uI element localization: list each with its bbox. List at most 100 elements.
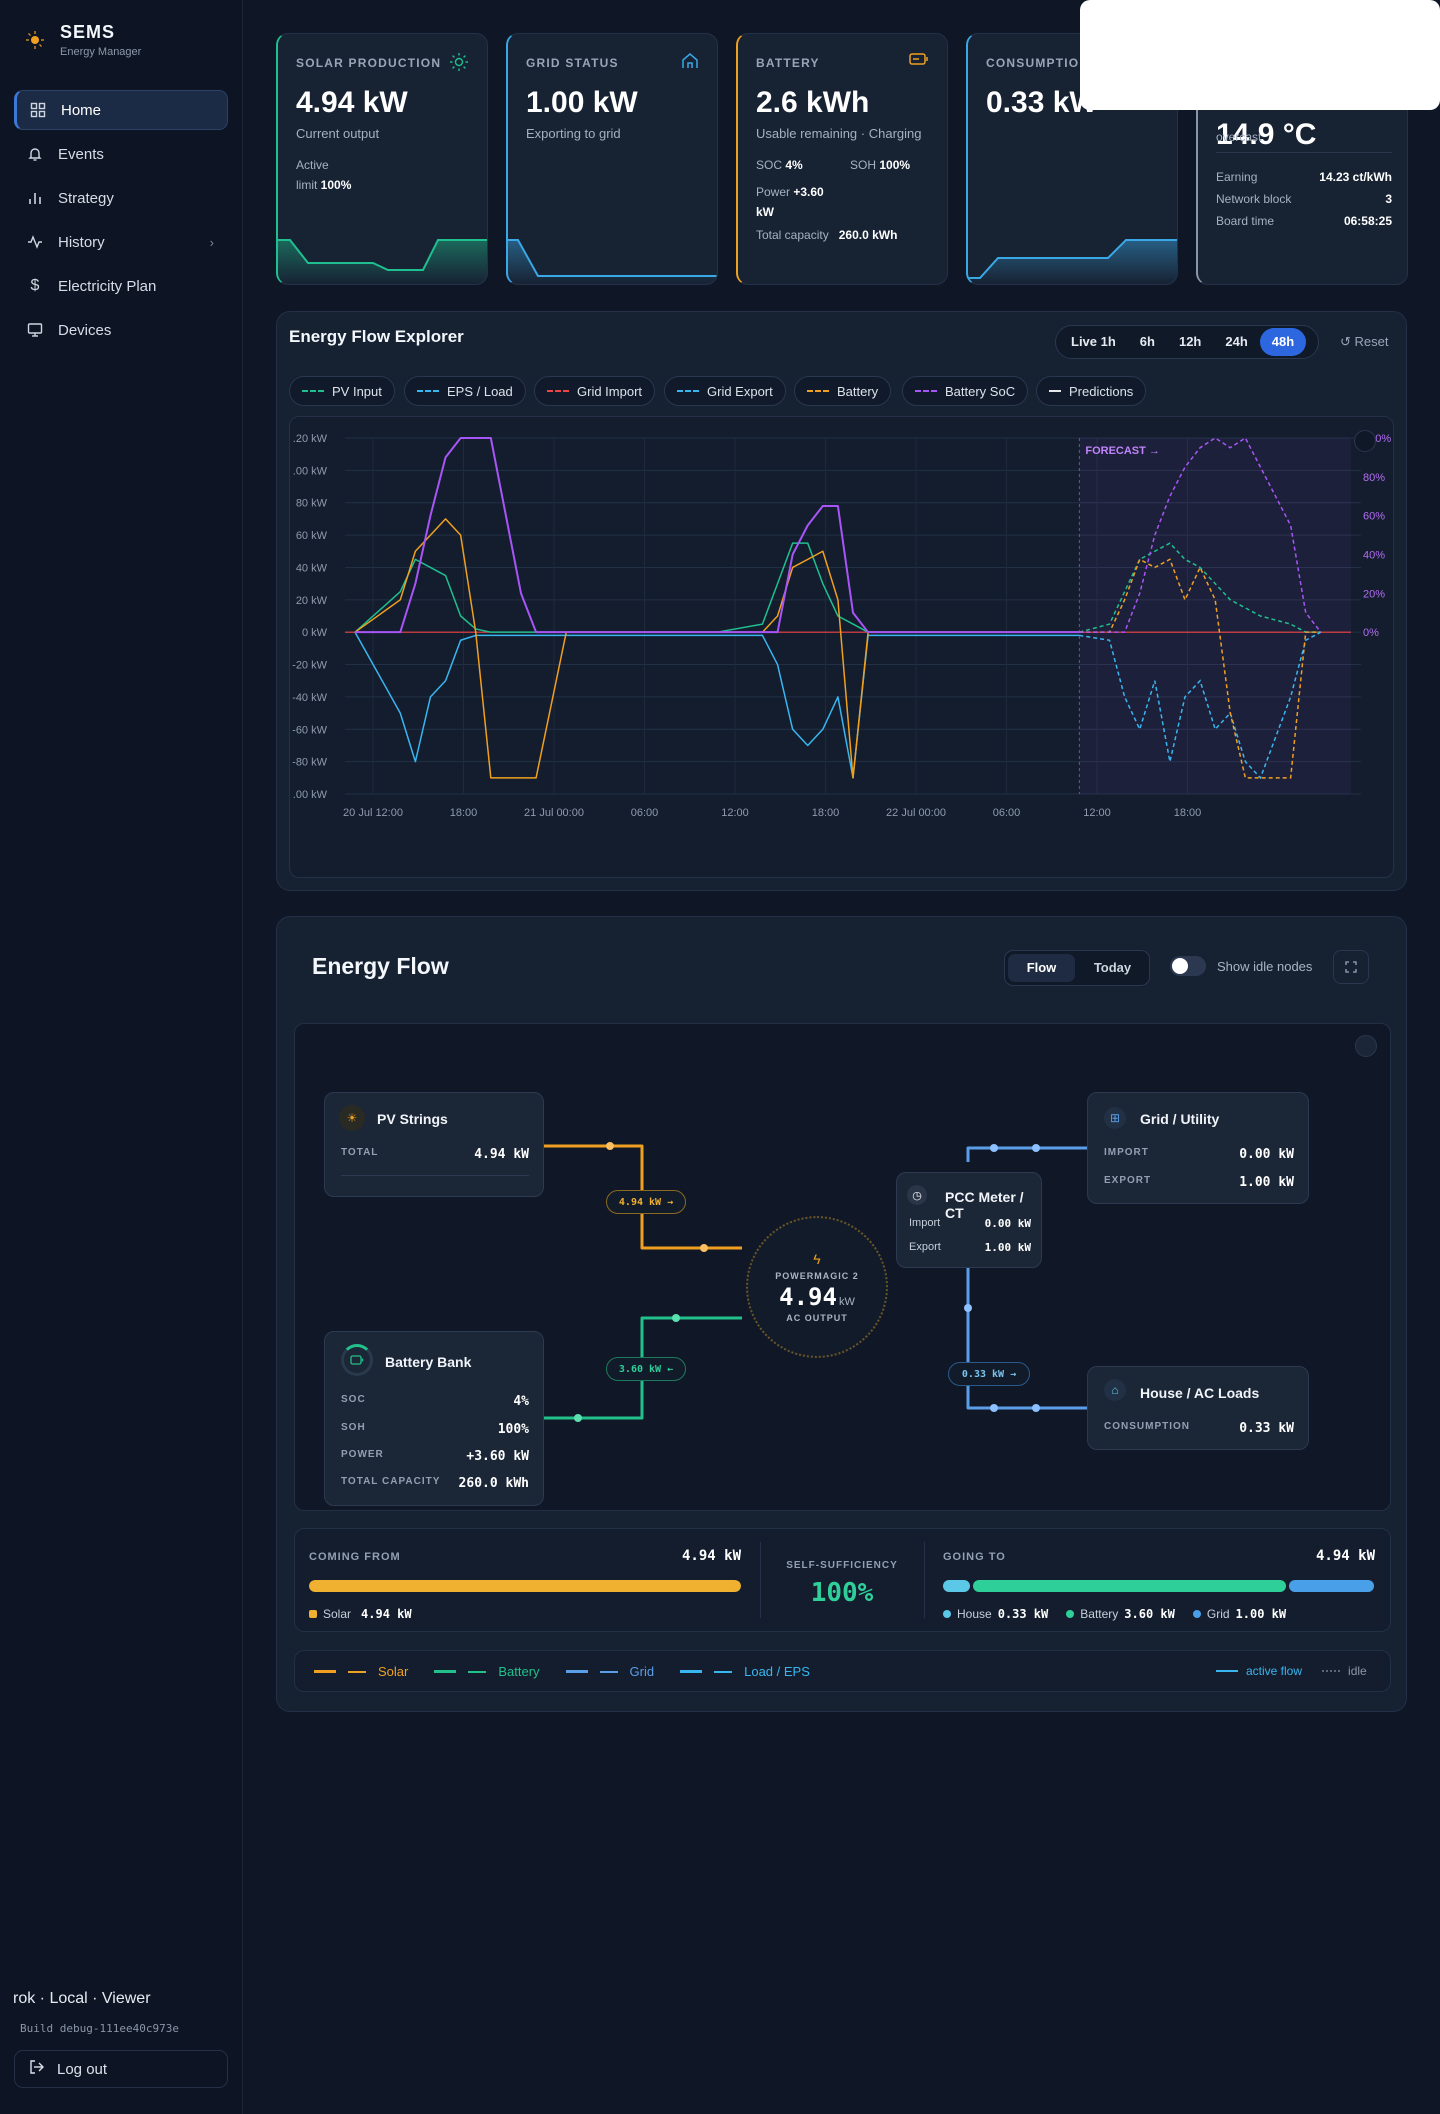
legend-pv-input[interactable]: PV Input [289,376,395,406]
network-block-value: 3 [1385,192,1392,206]
legend-label: Battery SoC [945,383,1016,399]
range-selector: Live 1h 6h 12h 24h 48h [1055,325,1319,359]
x-tick-label: 12:00 [721,807,749,819]
soh-label: SOH [341,1422,366,1433]
flow-fullscreen-button[interactable] [1333,950,1369,984]
solar-card[interactable]: SOLAR PRODUCTION 4.94 kW Current output … [276,33,488,285]
legend-battery-soc[interactable]: Battery SoC [902,376,1029,406]
coming-from-bar [309,1580,741,1592]
import-value: 0.00 kW [1239,1147,1294,1162]
going-bar-battery [972,1580,1286,1592]
lightning-icon: ϟ [813,1251,821,1267]
grid-export-row: EXPORT 1.00 kW [1104,1175,1294,1190]
battery-subtitle: Usable remaining · Charging [756,126,922,141]
total-value: 4.94 kW [474,1147,529,1162]
grid-swatch-2 [599,1670,618,1673]
power-value: +3.60 kW [466,1449,529,1464]
network-block-label: Network block [1216,192,1292,206]
legend-value: 0.33 kW [997,1607,1049,1621]
sidebar-item-home[interactable]: Home [14,90,228,130]
pcc-meter-node[interactable]: ◷ PCC Meter / CT Import 0.00 kW Export 1.0… [896,1172,1042,1268]
grid-value: 1.00 kW [526,86,638,119]
grid-card[interactable]: GRID STATUS 1.00 kW Exporting to grid [506,33,718,285]
grid-title: Grid / Utility [1140,1111,1220,1127]
active-flow-label: active flow [1246,1664,1303,1678]
house-icon: ⌂ [1104,1379,1126,1401]
sidebar-item-label: Devices [58,321,112,339]
range-live-1h[interactable]: Live 1h [1071,334,1116,349]
legend-battery[interactable]: Battery [794,376,892,406]
battery-bank-node[interactable]: Battery Bank SOC 4% SOH 100% POWER +3.60 kW… [324,1331,544,1506]
capacity-label: TOTAL CAPACITY [341,1476,441,1487]
sidebar-item-history[interactable]: History › [14,222,228,262]
grid-subtitle: Exporting to grid [526,126,621,141]
y2-tick-label: 80% [1363,472,1385,484]
legend-label: Predictions [1069,383,1134,399]
load-swatch [680,1670,703,1673]
dollar-icon: $ [30,277,40,294]
battery-dot [1066,1610,1075,1618]
toggle-knob [1172,958,1188,974]
load-swatch-2 [714,1670,733,1673]
sidebar-item-strategy[interactable]: Strategy [14,178,228,218]
legend-load-eps: Load / EPS [744,1664,810,1679]
x-tick-label: 12:00 [1083,807,1111,819]
legend-label: Grid Export [707,383,773,399]
sidebar-item-devices[interactable]: Devices [14,310,228,350]
sidebar-item-label: Events [58,145,104,163]
sidebar-item-electricity-plan[interactable]: $ Electricity Plan [14,266,228,306]
range-6h[interactable]: 6h [1139,334,1155,349]
reset-button[interactable]: ↺ Reset [1340,334,1389,349]
range-24h[interactable]: 24h [1225,334,1248,349]
y-tick-label: -40 kW [292,692,327,704]
battery-icon [909,52,929,71]
energy-chart[interactable]: FORECAST → .20 kW .00 kW 80 kW 60 kW 40 kW 20… [289,416,1394,878]
idle-toggle[interactable] [1170,956,1206,976]
y-tick-label: .00 kW [293,465,328,477]
legend-predictions[interactable]: Predictions [1036,376,1147,406]
house-title: House / AC Loads [1140,1385,1260,1401]
tab-flow[interactable]: Flow [1008,954,1075,982]
card-label: CONSUMPTION [986,56,1090,70]
card-label: GRID STATUS [526,56,619,70]
brand[interactable]: SEMS Energy Manager [24,22,141,58]
y-tick-label: -20 kW [292,660,327,672]
pv-title: PV Strings [377,1111,448,1127]
battery-power-row: POWER +3.60 kW [341,1449,529,1464]
board-time-label: Board time [1216,214,1275,228]
going-bar-house [943,1580,970,1592]
meter-icon: ◷ [907,1185,927,1205]
pv-total-row: TOTAL 4.94 kW [341,1147,529,1162]
y-tick-label: 80 kW [296,498,328,510]
legend-swatch [915,390,937,392]
sidebar-item-events[interactable]: Events [14,134,228,174]
logout-button[interactable]: Log out [14,2050,228,2088]
battery-swatch-2 [468,1670,487,1673]
inverter-value: 4.94 [779,1283,837,1311]
range-48h[interactable]: 48h [1259,328,1307,356]
eps-load-series-forecast [1079,631,1322,780]
inverter-label: AC OUTPUT [786,1313,848,1323]
pcc-title: PCC Meter / CT [945,1189,1024,1221]
battery-card[interactable]: BATTERY 2.6 kWh Usable remaining · Charg… [736,33,948,285]
power-value: +3.60 [793,185,824,199]
legend-eps-load[interactable]: EPS / Load [404,376,526,406]
active-flow-swatch [1216,1670,1238,1672]
grid-utility-node[interactable]: ⊞ Grid / Utility IMPORT 0.00 kW EXPORT 1.0… [1087,1092,1309,1204]
range-12h[interactable]: 12h [1178,334,1202,349]
legend-grid-import[interactable]: Grid Import [534,376,656,406]
card-label: BATTERY [756,56,820,70]
x-tick-label: 06:00 [993,807,1021,819]
battery-value: 2.6 kWh [756,86,870,119]
pv-strings-node[interactable]: ☀ PV Strings TOTAL 4.94 kW [324,1092,544,1197]
grid-import-row: IMPORT 0.00 kW [1104,1147,1294,1162]
house-loads-node[interactable]: ⌂ House / AC Loads CONSUMPTION 0.33 kW [1087,1366,1309,1450]
chart-fullscreen-button[interactable] [1354,430,1376,452]
overlay-popup[interactable] [1080,0,1440,110]
inverter-node[interactable]: ϟ POWERMAGIC 2 4.94 kW AC OUTPUT [746,1216,888,1358]
legend-grid-export[interactable]: Grid Export [664,376,786,406]
tab-today[interactable]: Today [1093,960,1132,975]
canvas-fullscreen-button[interactable] [1355,1035,1377,1057]
solar-dot [309,1610,317,1618]
pcc-export-row: Export 1.00 kW [909,1241,1031,1254]
